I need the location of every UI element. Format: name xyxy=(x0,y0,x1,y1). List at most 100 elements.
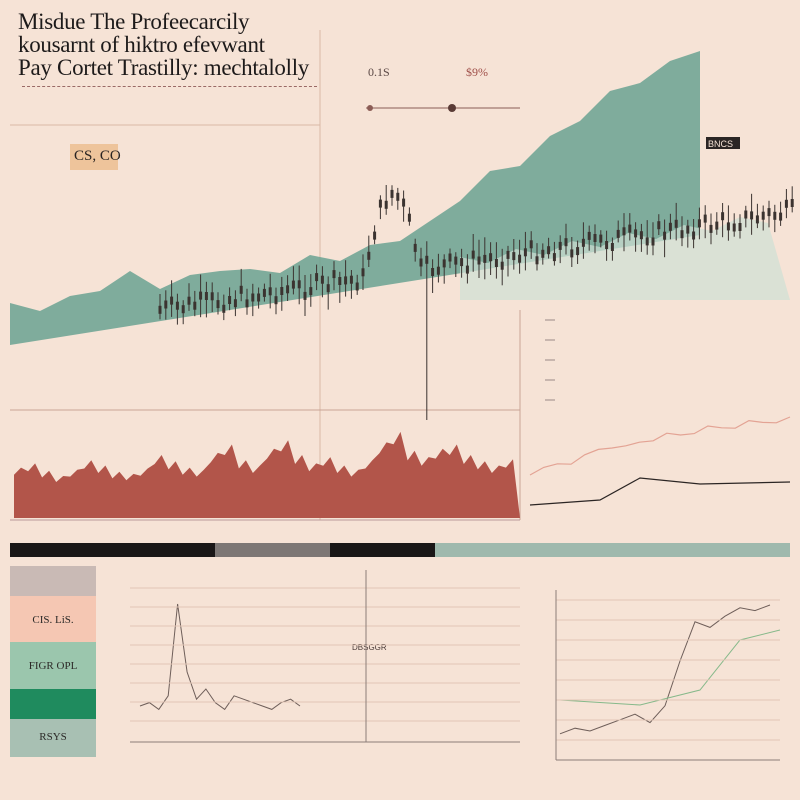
candle-body xyxy=(721,212,725,221)
candle-body xyxy=(552,253,556,262)
candle-body xyxy=(344,276,348,285)
candle-body xyxy=(489,253,493,262)
candle-body xyxy=(755,215,759,224)
candle-body xyxy=(773,211,777,220)
swatch-label-4: RSYS xyxy=(39,731,67,743)
candle-body xyxy=(164,300,168,309)
swatch-label-1: CIS. LiS. xyxy=(32,614,74,626)
candle-body xyxy=(454,256,458,265)
candle-body xyxy=(657,221,661,230)
candle-body xyxy=(651,237,655,246)
candle-body xyxy=(407,213,411,222)
volume-area xyxy=(14,431,520,518)
candle-body xyxy=(622,227,626,236)
slider-handle-mid xyxy=(448,104,456,112)
candle-body xyxy=(460,258,464,267)
candle-body xyxy=(738,223,742,231)
candle-body xyxy=(286,285,290,294)
candle-body xyxy=(761,211,765,220)
candle-body xyxy=(518,254,522,263)
candle-body xyxy=(767,208,771,217)
top-value-2: $9% xyxy=(466,65,488,79)
candle-body xyxy=(332,270,336,279)
candle-body xyxy=(541,249,545,258)
candle-body xyxy=(605,241,609,249)
candle-body xyxy=(535,256,539,265)
title-underline xyxy=(22,86,317,87)
candle-body xyxy=(228,296,232,304)
top-value-1: 0.1S xyxy=(368,65,390,79)
bottom-center-label: DBSGGR xyxy=(352,643,387,652)
candle-body xyxy=(291,280,295,289)
candle-body xyxy=(744,210,748,219)
right-baseline-line xyxy=(529,477,791,506)
candle-body xyxy=(251,293,255,302)
legend-label: CS, CO xyxy=(74,148,121,164)
candle-body xyxy=(697,219,701,228)
right-series-line xyxy=(529,416,791,476)
candle-body xyxy=(634,229,638,238)
candle-body xyxy=(280,287,284,295)
candle-body xyxy=(663,231,667,240)
candle-body xyxy=(175,301,179,310)
candle-body xyxy=(210,292,214,301)
candle-body xyxy=(233,299,237,308)
swatch-0 xyxy=(10,566,96,596)
area-fill xyxy=(10,51,700,345)
candle-body xyxy=(199,291,203,300)
candle-body xyxy=(436,266,440,275)
candle-body xyxy=(564,238,568,247)
candle-body xyxy=(610,243,614,251)
candle-body xyxy=(373,231,377,240)
candle-body xyxy=(529,240,533,249)
candle-body xyxy=(692,231,696,240)
candle-body xyxy=(599,234,603,243)
candle-body xyxy=(390,189,394,198)
candle-body xyxy=(448,253,452,262)
candle-body xyxy=(500,261,504,270)
candle-body xyxy=(257,293,261,302)
candle-body xyxy=(239,285,243,294)
candle-body xyxy=(593,234,597,242)
volume-bars xyxy=(14,431,520,518)
candle-body xyxy=(384,200,388,209)
divider-black-left xyxy=(10,543,215,557)
candle-body xyxy=(616,229,620,238)
candle-body xyxy=(396,192,400,201)
swatch-label-2: FIGR OPL xyxy=(28,660,78,672)
candle-body xyxy=(338,277,342,285)
candle-body xyxy=(442,259,446,268)
candle-body xyxy=(431,268,435,276)
candle-body xyxy=(413,243,417,252)
candle-body xyxy=(483,254,487,263)
candle-body xyxy=(465,265,469,274)
candle-body xyxy=(349,275,353,284)
candle-body xyxy=(558,241,562,250)
candle-body xyxy=(686,225,690,234)
candle-body xyxy=(628,224,632,233)
candle-body xyxy=(170,296,174,305)
candle-body xyxy=(268,287,272,296)
candle-body xyxy=(779,212,783,221)
candle-body xyxy=(668,222,672,231)
candle-body xyxy=(355,282,359,291)
candle-body xyxy=(204,292,208,300)
slider-handle-left xyxy=(367,105,373,111)
candlestick-series xyxy=(158,185,794,420)
candle-body xyxy=(512,252,516,261)
candle-body xyxy=(367,251,371,260)
candle-body xyxy=(216,300,220,309)
candle-body xyxy=(639,231,643,240)
candle-body xyxy=(709,224,713,233)
candle-body xyxy=(581,238,585,247)
divider-black-mid xyxy=(330,543,435,557)
br-series-line xyxy=(559,604,771,735)
divider-sage xyxy=(435,543,790,557)
candle-body xyxy=(425,255,429,264)
br-green-line xyxy=(559,629,781,706)
candle-body xyxy=(297,280,301,289)
candle-body xyxy=(547,246,551,255)
candle-body xyxy=(703,214,707,223)
candle-body xyxy=(245,299,249,308)
